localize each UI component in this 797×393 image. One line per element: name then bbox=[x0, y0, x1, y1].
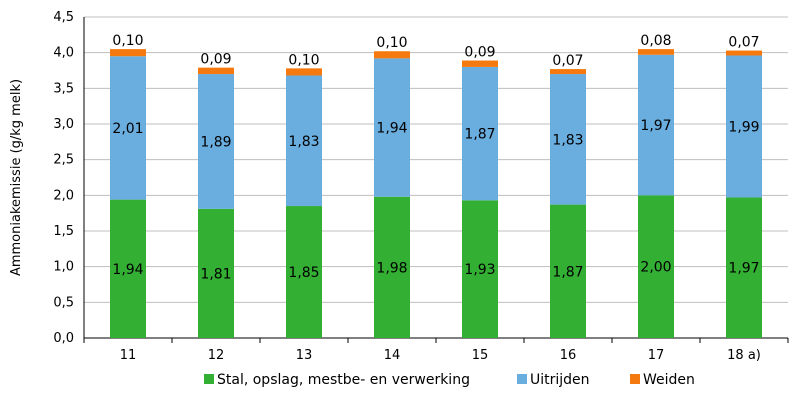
bar-segment bbox=[462, 60, 498, 67]
y-tick-label: 3,0 bbox=[53, 117, 74, 132]
x-tick-label: 11 bbox=[120, 348, 137, 363]
y-axis-label: Ammoniakemissie (g/kg melk) bbox=[9, 79, 24, 276]
x-tick-label: 13 bbox=[296, 348, 313, 363]
bar-segment bbox=[550, 204, 586, 338]
bar-segment bbox=[638, 54, 674, 196]
bar-segment bbox=[550, 74, 586, 205]
bar-segment bbox=[638, 49, 674, 55]
x-tick-label: 17 bbox=[648, 348, 665, 363]
data-label: 0,09 bbox=[464, 45, 495, 61]
bar-segment bbox=[286, 75, 322, 207]
data-label: 1,99 bbox=[728, 119, 759, 135]
x-tick-label: 12 bbox=[208, 348, 225, 363]
legend-label: Uitrijden bbox=[530, 372, 590, 388]
y-tick-label: 1,5 bbox=[53, 224, 74, 239]
bar-segment bbox=[374, 196, 410, 338]
x-tick-label: 15 bbox=[472, 348, 489, 363]
y-tick-label: 4,5 bbox=[53, 10, 74, 25]
bar-segment bbox=[462, 200, 498, 338]
data-label: 1,89 bbox=[200, 134, 231, 150]
data-label: 0,07 bbox=[728, 35, 759, 51]
bar-segment bbox=[374, 58, 410, 197]
data-label: 0,10 bbox=[112, 33, 143, 49]
legend-swatch bbox=[630, 374, 640, 384]
data-label: 1,93 bbox=[464, 262, 495, 278]
legend: Stal, opslag, mestbe- en verwerking Uitri… bbox=[204, 372, 695, 388]
data-label: 1,97 bbox=[728, 261, 759, 277]
bar-segment bbox=[726, 50, 762, 56]
bars bbox=[110, 49, 762, 338]
bar-segment bbox=[198, 74, 234, 209]
bar-segment bbox=[638, 195, 674, 338]
data-label: 1,94 bbox=[376, 121, 407, 137]
gridlines bbox=[83, 16, 788, 339]
bar-segment bbox=[286, 68, 322, 76]
bar-segment bbox=[110, 56, 146, 200]
x-axis: 11 12 13 14 15 16 17 18 a) bbox=[83, 338, 789, 363]
legend-swatch bbox=[517, 374, 527, 384]
bar-segment bbox=[374, 51, 410, 59]
data-label: 0,08 bbox=[640, 33, 671, 49]
data-label: 2,00 bbox=[640, 260, 671, 276]
y-tick-label: 0,5 bbox=[53, 295, 74, 310]
bar-segment bbox=[110, 49, 146, 57]
data-label: 1,87 bbox=[552, 264, 583, 280]
y-tick-label: 0,0 bbox=[53, 331, 74, 346]
data-label: 1,81 bbox=[200, 266, 231, 282]
data-label: 1,83 bbox=[288, 134, 319, 150]
bar-segment bbox=[550, 69, 586, 75]
bar-segment bbox=[198, 208, 234, 338]
data-label: 1,83 bbox=[552, 132, 583, 148]
data-label: 0,09 bbox=[200, 52, 231, 68]
y-tick-label: 4,0 bbox=[53, 46, 74, 61]
y-tick-labels: 0,0 0,5 1,0 1,5 2,0 2,5 3,0 3,5 4,0 4,5 bbox=[53, 10, 74, 346]
data-label: 0,10 bbox=[288, 52, 319, 68]
bar-segment bbox=[198, 67, 234, 75]
legend-label: Stal, opslag, mestbe- en verwerking bbox=[217, 372, 470, 388]
x-tick-label: 14 bbox=[384, 348, 401, 363]
data-label: 2,01 bbox=[112, 121, 143, 137]
data-label: 1,98 bbox=[376, 260, 407, 276]
data-label: 1,97 bbox=[640, 118, 671, 134]
legend-swatch bbox=[204, 374, 214, 384]
x-tick-label: 18 a) bbox=[727, 348, 761, 363]
data-labels: 1,94 2,01 0,10 1,81 1,89 0,09 1,85 1,83 0,10 1,98… bbox=[112, 33, 759, 282]
x-tick-label: 16 bbox=[560, 348, 577, 363]
bar-segment bbox=[726, 197, 762, 338]
data-label: 1,87 bbox=[464, 127, 495, 143]
y-tick-label: 1,0 bbox=[53, 260, 74, 275]
y-tick-label: 2,0 bbox=[53, 188, 74, 203]
legend-label: Weiden bbox=[643, 372, 695, 388]
bar-segment bbox=[726, 55, 762, 198]
data-label: 0,10 bbox=[376, 35, 407, 51]
data-label: 0,07 bbox=[552, 53, 583, 69]
bar-segment bbox=[462, 66, 498, 201]
y-tick-label: 3,5 bbox=[53, 81, 74, 96]
data-label: 1,94 bbox=[112, 262, 143, 278]
y-tick-label: 2,5 bbox=[53, 153, 74, 168]
bar-segment bbox=[110, 199, 146, 338]
bar-segment bbox=[286, 206, 322, 338]
data-label: 1,85 bbox=[288, 265, 319, 281]
